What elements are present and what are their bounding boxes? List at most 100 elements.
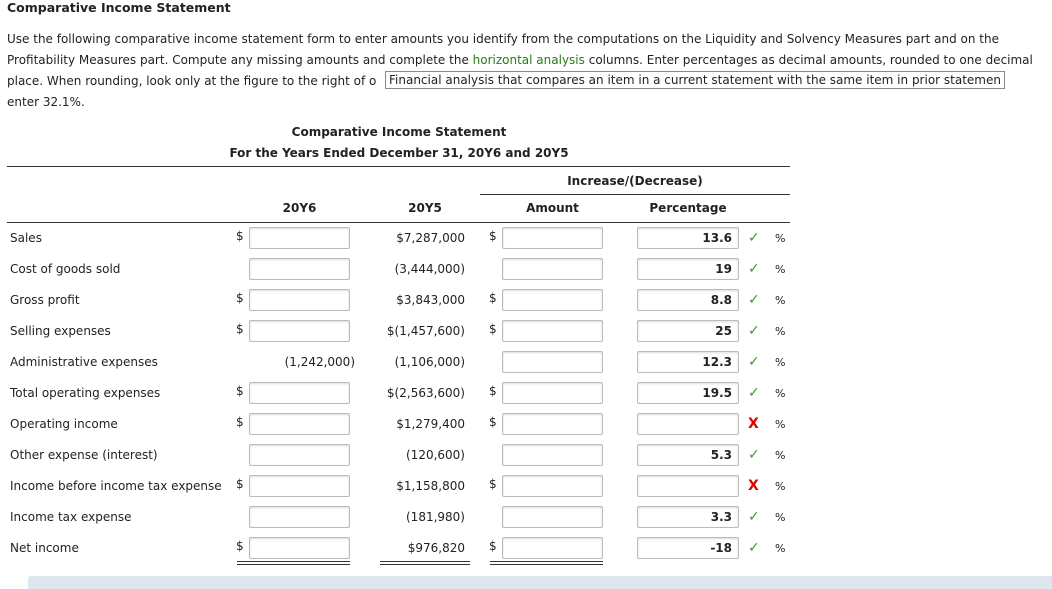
amount-input[interactable] (502, 351, 603, 373)
amount-input[interactable] (502, 506, 603, 528)
row-label: Income before income tax expense (10, 479, 222, 493)
currency-sign: $ (489, 322, 497, 336)
amount-input[interactable] (502, 537, 603, 559)
percent-input[interactable]: 13.6 (637, 227, 739, 249)
amount-input[interactable] (249, 227, 350, 249)
row-label: Net income (10, 541, 79, 555)
rule (480, 194, 790, 195)
percent-input[interactable]: -18 (637, 537, 739, 559)
currency-sign: $ (489, 384, 497, 398)
amount-input[interactable] (249, 289, 350, 311)
percent-unit: % (775, 232, 786, 245)
prior-value: (3,444,000) (394, 262, 465, 276)
amount-input[interactable] (249, 475, 350, 497)
currency-sign: $ (236, 322, 244, 336)
amount-input[interactable] (502, 382, 603, 404)
check-mark: X (748, 416, 759, 432)
rule (7, 222, 790, 223)
amount-input[interactable] (249, 506, 350, 528)
row-label: Sales (10, 231, 42, 245)
percent-input[interactable]: 19.5 (637, 382, 739, 404)
row-label: Selling expenses (10, 324, 111, 338)
instructions-line: Use the following comparative income sta… (7, 32, 999, 46)
currency-sign: $ (489, 291, 497, 305)
percent-input[interactable]: 5.3 (637, 444, 739, 466)
amount-input[interactable] (502, 444, 603, 466)
amount-input[interactable] (502, 413, 603, 435)
currency-sign: $ (236, 229, 244, 243)
prior-value: $1,158,800 (396, 479, 465, 493)
amount-input[interactable] (502, 227, 603, 249)
double-rule (490, 561, 603, 562)
glossary-link[interactable]: horizontal analysis (472, 53, 585, 67)
percent-unit: % (775, 325, 786, 338)
current-value: (1,242,000) (284, 355, 355, 369)
amount-input[interactable] (502, 320, 603, 342)
percent-input[interactable] (637, 413, 739, 435)
amount-input[interactable] (502, 258, 603, 280)
double-rule (490, 564, 603, 565)
currency-sign: $ (236, 415, 244, 429)
percent-unit: % (775, 263, 786, 276)
amount-input[interactable] (249, 320, 350, 342)
column-header: Percentage (649, 201, 727, 215)
amount-input[interactable] (249, 382, 350, 404)
column-header: 20Y5 (408, 201, 442, 215)
prior-value: $7,287,000 (396, 231, 465, 245)
instructions-line: Profitability Measures part. Compute any… (7, 52, 1033, 68)
currency-sign: $ (489, 539, 497, 553)
prior-value: $1,279,400 (396, 417, 465, 431)
percent-unit: % (775, 294, 786, 307)
amount-input[interactable] (249, 444, 350, 466)
check-mark: ✓ (748, 509, 760, 525)
amount-input[interactable] (249, 258, 350, 280)
currency-sign: $ (236, 477, 244, 491)
column-header: 20Y6 (282, 201, 317, 215)
column-header: Amount (526, 201, 579, 215)
currency-sign: $ (489, 415, 497, 429)
feedback-panel (28, 576, 1052, 589)
rule (7, 166, 790, 167)
percent-input[interactable]: 8.8 (637, 289, 739, 311)
row-label: Gross profit (10, 293, 80, 307)
check-mark: X (748, 478, 759, 494)
percent-unit: % (775, 418, 786, 431)
percent-input[interactable]: 12.3 (637, 351, 739, 373)
instructions-line: enter 32.1%. (7, 95, 85, 109)
prior-value: (1,106,000) (394, 355, 465, 369)
currency-sign: $ (489, 229, 497, 243)
prior-value: $(2,563,600) (386, 386, 465, 400)
statement-subtitle: For the Years Ended December 31, 20Y6 an… (229, 146, 569, 160)
currency-sign: $ (236, 539, 244, 553)
text: Profitability Measures part. Compute any… (7, 53, 473, 67)
currency-sign: $ (236, 384, 244, 398)
group-header: Increase/(Decrease) (567, 174, 703, 188)
statement-title: Comparative Income Statement (291, 125, 507, 139)
percent-unit: % (775, 356, 786, 369)
check-mark: ✓ (748, 385, 760, 401)
percent-input[interactable]: 3.3 (637, 506, 739, 528)
percent-unit: % (775, 542, 786, 555)
amount-input[interactable] (502, 475, 603, 497)
percent-unit: % (775, 511, 786, 524)
percent-unit: % (775, 387, 786, 400)
percent-input[interactable]: 25 (637, 320, 739, 342)
prior-value: $(1,457,600) (386, 324, 465, 338)
row-label: Cost of goods sold (10, 262, 121, 276)
amount-input[interactable] (249, 537, 350, 559)
check-mark: ✓ (748, 261, 760, 277)
prior-value: $3,843,000 (396, 293, 465, 307)
check-mark: ✓ (748, 230, 760, 246)
double-rule (237, 561, 350, 562)
check-mark: ✓ (748, 447, 760, 463)
row-label: Administrative expenses (10, 355, 158, 369)
percent-input[interactable] (637, 475, 739, 497)
amount-input[interactable] (502, 289, 603, 311)
amount-input[interactable] (249, 413, 350, 435)
percent-unit: % (775, 449, 786, 462)
currency-sign: $ (489, 477, 497, 491)
text: columns. Enter percentages as decimal am… (584, 53, 1033, 67)
percent-input[interactable]: 19 (637, 258, 739, 280)
text: place. When rounding, look only at the f… (7, 74, 377, 88)
